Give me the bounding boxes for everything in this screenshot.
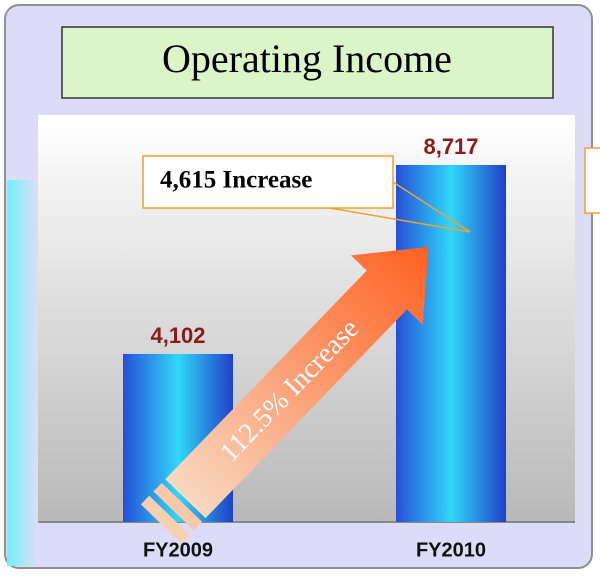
bar [396,165,506,522]
callout-box [584,147,600,214]
callout-box [142,155,394,209]
x-tick-label: FY2010 [416,539,486,561]
callout-line [392,181,471,233]
value-label: 4,102 [150,323,205,348]
x-tick-label: FY2009 [143,539,213,561]
arrow-stripe [153,482,203,531]
arrow-stripe [140,495,190,544]
value-label: 8,717 [423,134,478,159]
callout-line [329,207,471,233]
arrow-body [165,246,429,519]
chart-title: Operating Income [162,36,452,81]
annotation: 4,615 Increase [160,167,312,194]
title-box [61,26,554,99]
side-strip [7,180,37,566]
